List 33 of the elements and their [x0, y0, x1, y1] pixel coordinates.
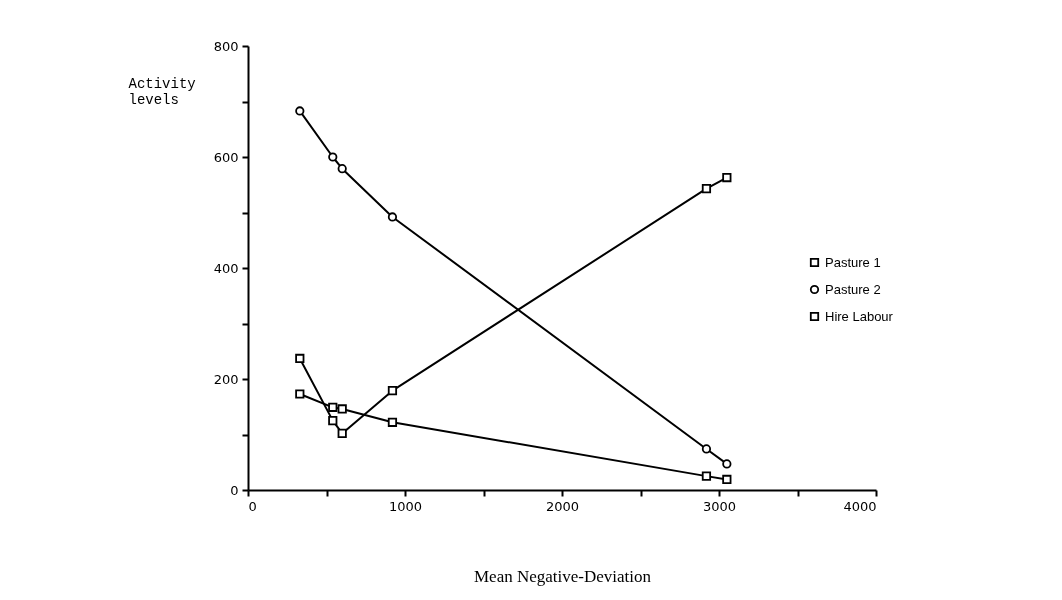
x-tick-label: 4000	[843, 498, 877, 514]
point	[701, 444, 712, 454]
x-axis-title: Mean Negative-Deviation	[473, 566, 652, 586]
point	[337, 428, 347, 438]
point	[295, 389, 305, 399]
point	[387, 386, 398, 396]
legend-label: Pasture 2	[825, 281, 881, 297]
point	[722, 474, 732, 485]
point	[701, 184, 712, 194]
x-tick-label: 1000	[388, 498, 423, 514]
y-tick-label: 400	[213, 260, 239, 276]
y-tick-label: 0	[230, 482, 239, 498]
y-tick-label: 800	[213, 38, 239, 54]
point	[722, 172, 732, 183]
point	[337, 404, 347, 414]
point	[328, 152, 338, 162]
point	[722, 459, 732, 469]
x-tick-label: 2000	[545, 498, 580, 514]
y-axis-title: Activity levels	[128, 75, 196, 108]
point	[295, 353, 305, 364]
point	[328, 416, 338, 426]
point	[295, 106, 305, 116]
y-tick-label: 600	[213, 149, 239, 165]
point	[387, 417, 398, 427]
point	[387, 212, 398, 222]
x-tick-label: 3000	[702, 498, 737, 514]
point	[701, 471, 712, 481]
point	[337, 164, 347, 174]
legend-label: Hire Labour	[825, 308, 894, 324]
y-tick-label: 200	[213, 371, 239, 387]
point	[328, 402, 338, 412]
legend-label: Pasture 1	[825, 254, 881, 270]
x-tick-label: 0	[248, 498, 257, 514]
